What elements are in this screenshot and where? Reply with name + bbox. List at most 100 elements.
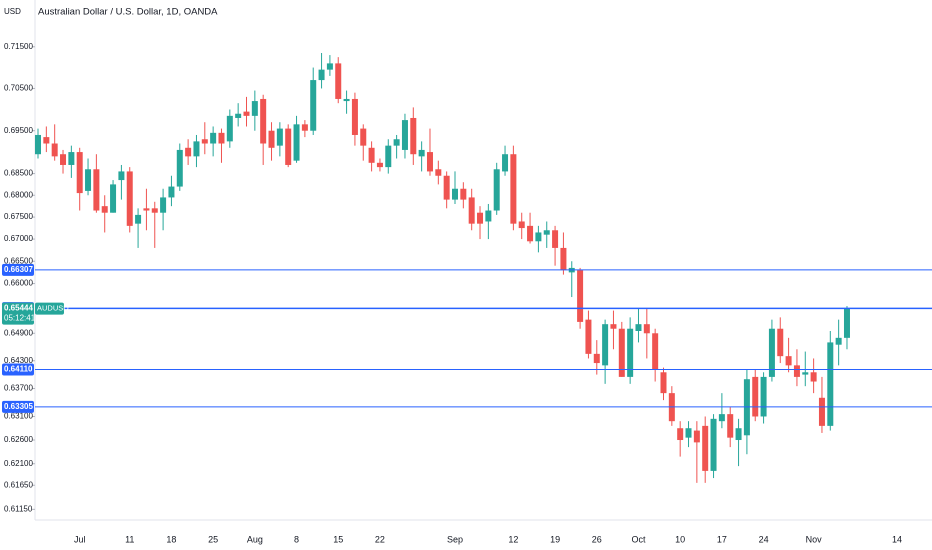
candle-body	[85, 169, 92, 191]
candle-body	[702, 425, 709, 471]
candle-body	[260, 98, 267, 144]
y-tick-label: 0.62100	[4, 459, 33, 468]
x-tick-label: 10	[675, 534, 685, 544]
candle-body	[493, 169, 500, 211]
candle-body	[710, 418, 717, 471]
y-tick-label: 0.66500	[4, 256, 33, 265]
candle-body	[76, 152, 83, 194]
candle-body	[793, 365, 800, 377]
candle-body	[35, 134, 41, 155]
currency-label: USD	[4, 7, 21, 16]
candle-body	[93, 169, 100, 211]
candle-body	[810, 372, 817, 382]
candle-body	[727, 414, 734, 438]
y-tick-label: 0.66000	[4, 279, 33, 288]
candle-body	[560, 247, 567, 271]
candle-body	[602, 324, 609, 366]
y-tick-label: 0.64900	[4, 328, 33, 337]
candle-body	[452, 188, 458, 200]
candle-body	[460, 188, 467, 200]
y-tick-label: 0.61150	[4, 504, 33, 513]
level-tag	[2, 363, 34, 376]
y-tick-label: 0.61650	[4, 480, 33, 489]
x-tick-label: 22	[375, 534, 385, 544]
candle-body	[752, 376, 759, 417]
candle-body	[210, 132, 217, 144]
candle-body	[193, 141, 200, 157]
candle-body	[101, 206, 108, 213]
countdown-label: 05:12:41	[4, 314, 36, 323]
y-tick-label: 0.67500	[4, 212, 33, 221]
candle-body	[652, 333, 659, 370]
candle-body	[160, 197, 167, 213]
candle-body	[351, 98, 358, 135]
candle-body	[176, 149, 183, 187]
x-tick-label: Nov	[806, 534, 823, 544]
candle-body	[435, 169, 442, 176]
candle-body	[827, 342, 834, 426]
candle-body	[510, 154, 517, 224]
y-tick-label: 0.63100	[4, 412, 33, 421]
symbol-tag	[35, 302, 64, 315]
candle-body	[301, 124, 308, 131]
candle-body	[410, 117, 417, 155]
candle-body	[276, 128, 283, 146]
x-tick-label: 15	[333, 534, 343, 544]
candle-body	[151, 208, 158, 213]
x-tick-label: 11	[125, 534, 134, 544]
level-tag-label: 0.63305	[4, 402, 33, 411]
x-tick-label: 24	[759, 534, 769, 544]
candle-body	[310, 80, 317, 131]
candle-body	[418, 149, 425, 157]
level-tag	[2, 400, 34, 413]
candle-body	[843, 308, 850, 338]
candle-body	[368, 147, 375, 163]
candle-body	[760, 376, 767, 417]
candle-body	[735, 428, 742, 441]
candle-body	[385, 145, 392, 168]
candle-body	[485, 210, 492, 222]
candle-body	[43, 137, 50, 144]
x-tick-label: 14	[892, 534, 902, 544]
candle-body	[518, 221, 525, 229]
candle-body	[502, 154, 509, 172]
candle-body	[118, 171, 125, 181]
candle-body	[477, 212, 484, 224]
candle-body	[110, 184, 117, 213]
y-tick-label: 0.71500	[4, 42, 33, 51]
candle-body	[552, 230, 559, 248]
candle-body	[677, 428, 684, 441]
candle-body	[143, 208, 150, 211]
x-tick-label: Aug	[247, 534, 263, 544]
candle-body	[401, 120, 408, 150]
x-tick-label: 8	[294, 534, 299, 544]
candle-body	[326, 63, 333, 70]
candle-body	[443, 175, 450, 200]
x-tick-label: 26	[592, 534, 602, 544]
candle-body	[777, 328, 784, 357]
candle-body	[635, 324, 642, 332]
x-tick-label: 12	[508, 534, 518, 544]
candle-body	[68, 152, 75, 165]
candle-body	[393, 139, 400, 146]
candle-body	[585, 319, 592, 354]
candle-body	[535, 232, 542, 242]
candle-body	[785, 356, 792, 366]
level-tag	[2, 263, 34, 276]
candle-body	[376, 162, 383, 168]
last-price-label: 0.65444	[4, 304, 33, 313]
candle-body	[343, 98, 350, 102]
candle-body	[335, 63, 342, 99]
candle-body	[293, 124, 300, 161]
candle-body	[135, 214, 142, 224]
candle-body	[693, 430, 700, 443]
symbol-label: AUDUSD	[37, 304, 69, 313]
x-tick-label: 17	[717, 534, 727, 544]
x-tick-label: Jul	[74, 534, 86, 544]
candle-body	[660, 372, 667, 394]
level-tag-label: 0.64110	[4, 365, 33, 374]
x-tick-label: 25	[208, 534, 218, 544]
y-tick-label: 0.70500	[4, 84, 33, 93]
